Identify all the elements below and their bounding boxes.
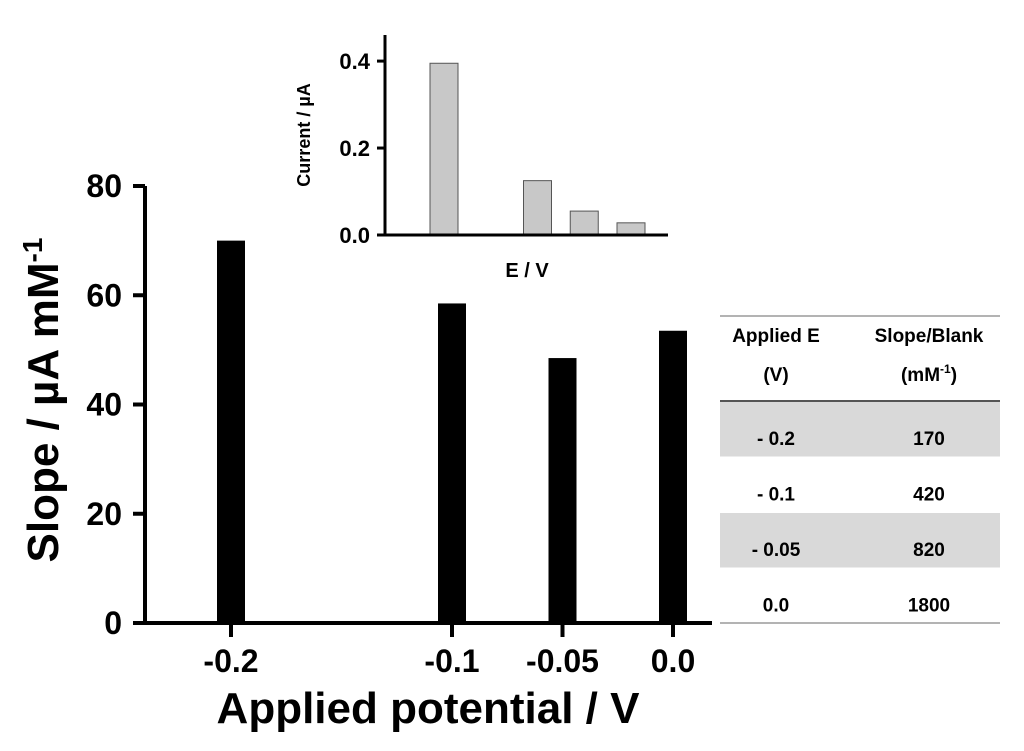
inset-bar-1 xyxy=(429,62,459,236)
table-cell-ratio-4: 1800 xyxy=(908,596,950,617)
table-cell-applied-e-2: - 0.1 xyxy=(757,485,795,506)
table-header-ratio-unit-base: (mM xyxy=(901,365,940,386)
main-y-axis-label-superscript: -1 xyxy=(17,238,48,263)
inset-bars xyxy=(429,62,646,236)
main-bar-4 xyxy=(659,330,687,623)
main-y-ticks: 0 20 40 60 80 xyxy=(86,168,145,641)
main-bars xyxy=(217,240,687,623)
main-x-tick-label-2: -0.1 xyxy=(424,643,479,679)
table-header-ratio-unit-tail: ) xyxy=(951,365,957,386)
main-x-tick-label-1: -0.2 xyxy=(203,643,258,679)
inset-y-ticks: 0.0 0.2 0.4 xyxy=(339,49,385,248)
main-y-axis-label: Slope / µA mM-1 xyxy=(17,238,68,563)
table-cell-ratio-3: 820 xyxy=(913,540,945,561)
inset-y-tick-label-0.4: 0.4 xyxy=(339,49,370,74)
inset-bar-2 xyxy=(523,180,552,236)
main-x-axis-label: Applied potential / V xyxy=(217,684,641,733)
main-bar-3 xyxy=(548,358,577,623)
inset-y-tick-label-0.0: 0.0 xyxy=(339,223,370,248)
main-bar-2 xyxy=(438,303,466,623)
table-row-shade-3 xyxy=(720,513,1000,568)
table-header-ratio-unit: (mM-1) xyxy=(901,362,957,386)
main-chart: 0 20 40 60 80 -0.2 -0.1 -0.05 0.0 Applied poten… xyxy=(17,168,712,733)
table-cell-ratio-1: 170 xyxy=(913,429,945,450)
table-row-shade-1 xyxy=(720,402,1000,457)
main-y-tick-label-60: 60 xyxy=(86,277,122,313)
main-y-tick-label-20: 20 xyxy=(86,496,122,532)
inset-chart: 0.0 0.2 0.4 E / V Current / µA xyxy=(294,35,668,282)
inset-y-tick-label-0.2: 0.2 xyxy=(339,136,370,161)
table-cell-ratio-2: 420 xyxy=(913,485,945,506)
inset-bar-3 xyxy=(569,210,599,236)
main-bar-1 xyxy=(217,240,245,623)
table-header-ratio-unit-sup: -1 xyxy=(940,362,951,376)
inset-x-axis-label: E / V xyxy=(505,260,549,282)
main-x-tick-label-4: 0.0 xyxy=(651,643,695,679)
table-header-applied-e-unit: (V) xyxy=(763,365,788,386)
main-x-tick-label-3: -0.05 xyxy=(526,643,599,679)
inset-y-axis-label: Current / µA xyxy=(294,83,314,186)
main-x-ticks: -0.2 -0.1 -0.05 0.0 xyxy=(203,623,695,679)
inset-bar-4 xyxy=(616,222,646,236)
table-header-applied-e: Applied E xyxy=(732,326,820,347)
table-cell-applied-e-1: - 0.2 xyxy=(757,429,795,450)
main-y-axis-label-text: Slope / µA mM xyxy=(19,262,68,562)
main-y-tick-label-40: 40 xyxy=(86,387,122,423)
table-rows: - 0.2 170 - 0.1 420 - 0.05 820 0.0 1800 xyxy=(720,402,1000,617)
ratio-table: Applied E (V) Slope/Blank (mM-1) - 0.2 17… xyxy=(720,315,1000,624)
table-cell-applied-e-4: 0.0 xyxy=(763,596,789,617)
main-y-tick-label-80: 80 xyxy=(86,168,122,204)
table-header-ratio: Slope/Blank xyxy=(875,326,984,347)
table-cell-applied-e-3: - 0.05 xyxy=(752,540,801,561)
main-y-tick-label-0: 0 xyxy=(104,605,122,641)
